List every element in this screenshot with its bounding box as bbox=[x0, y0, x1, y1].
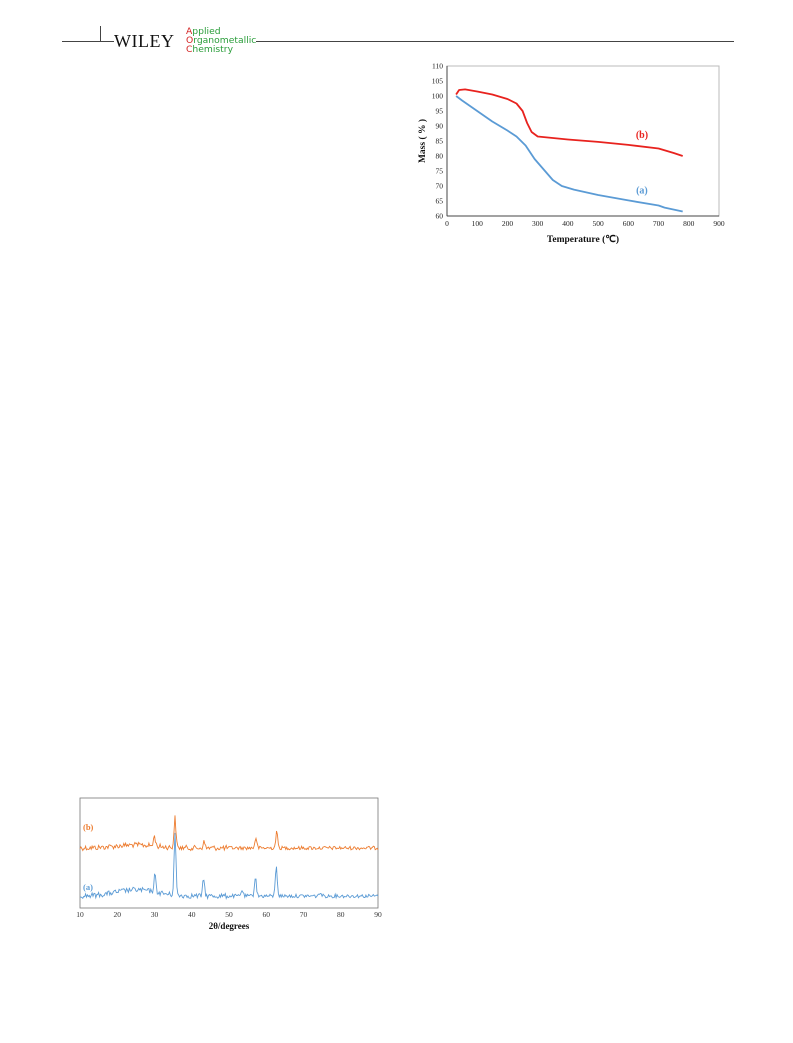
x-axis-title: 2θ/degrees bbox=[209, 921, 250, 931]
x-tick-label: 900 bbox=[713, 219, 725, 228]
x-tick-label: 40 bbox=[188, 910, 196, 919]
journal-name: Applied Organometallic Chemistry bbox=[186, 27, 256, 54]
x-tick-label: 30 bbox=[151, 910, 159, 919]
y-axis-title: Mass ( % ) bbox=[417, 119, 428, 163]
x-tick-label: 10 bbox=[76, 910, 84, 919]
y-tick-label: 85 bbox=[436, 137, 444, 146]
y-tick-label: 65 bbox=[436, 197, 444, 206]
tga-figure: 0 100 200 300 400 500 600 700 800 900 60 65 70 75 80 85… bbox=[412, 58, 737, 258]
publisher-logo: WILEY bbox=[114, 31, 175, 51]
x-tick-label: 60 bbox=[263, 910, 271, 919]
tga-chart: 0 100 200 300 400 500 600 700 800 900 60 65 70 75 80 85… bbox=[417, 62, 725, 246]
x-tick-label: 70 bbox=[300, 910, 308, 919]
x-tick-label: 700 bbox=[653, 219, 665, 228]
x-tick-label: 80 bbox=[337, 910, 345, 919]
series-label: (b) bbox=[83, 822, 94, 832]
series-label: (b) bbox=[636, 130, 648, 141]
x-axis-title: Temperature (℃) bbox=[547, 234, 619, 245]
y-tick-label: 70 bbox=[436, 182, 444, 191]
y-tick-label: 105 bbox=[432, 77, 444, 86]
xrd-figure: 1020304050607080902θ/degreesIntensity(b)… bbox=[67, 796, 382, 941]
journal-line-3: Chemistry bbox=[186, 44, 234, 55]
y-tick-label: 95 bbox=[436, 107, 444, 116]
plot-frame bbox=[79, 797, 379, 909]
series-label: (a) bbox=[83, 882, 93, 892]
y-tick-label: 90 bbox=[436, 122, 444, 131]
header-rule-right bbox=[256, 41, 734, 42]
x-tick-label: 90 bbox=[374, 910, 382, 919]
header-tick bbox=[100, 26, 101, 42]
xrd-chart: 1020304050607080902θ/degreesIntensity(b)… bbox=[67, 797, 382, 931]
header-rule-left bbox=[62, 41, 114, 42]
x-tick-label: 0 bbox=[445, 219, 449, 228]
series-line-b bbox=[79, 815, 379, 852]
x-tick-label: 500 bbox=[592, 219, 604, 228]
y-tick-label: 75 bbox=[436, 167, 444, 176]
series-line-a bbox=[79, 832, 379, 901]
x-tick-label: 400 bbox=[562, 219, 574, 228]
x-tick-label: 200 bbox=[502, 219, 514, 228]
y-tick-label: 80 bbox=[436, 152, 444, 161]
x-tick-label: 600 bbox=[623, 219, 635, 228]
x-tick-label: 300 bbox=[532, 219, 544, 228]
y-tick-label: 100 bbox=[432, 92, 444, 101]
series-line-b bbox=[455, 88, 683, 157]
y-tick-label: 110 bbox=[432, 62, 443, 71]
x-tick-label: 100 bbox=[472, 219, 484, 228]
x-tick-label: 20 bbox=[114, 910, 122, 919]
series-line-a bbox=[455, 95, 683, 213]
y-tick-label: 60 bbox=[436, 212, 444, 221]
series-label: (a) bbox=[636, 186, 648, 197]
x-tick-label: 50 bbox=[225, 910, 233, 919]
x-tick-label: 800 bbox=[683, 219, 695, 228]
journal-line-1: Applied bbox=[186, 26, 221, 37]
journal-line-2: Organometallic bbox=[186, 35, 257, 46]
